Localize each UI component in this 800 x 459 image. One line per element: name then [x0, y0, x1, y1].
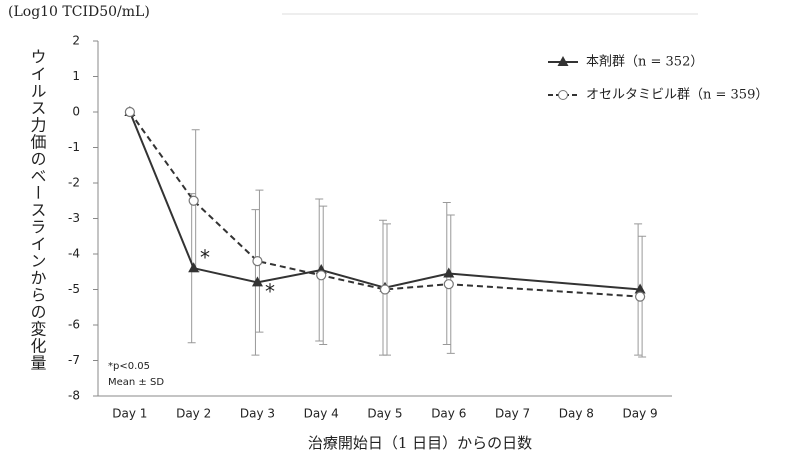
y-tick-label: 0: [72, 105, 80, 119]
x-tick-label: Day 5: [367, 407, 402, 421]
y-tick-label: -1: [68, 140, 80, 154]
marker: [188, 262, 200, 273]
x-tick-label: Day 8: [559, 407, 594, 421]
marker: [443, 279, 454, 290]
y-tick-label: -4: [68, 247, 80, 261]
y-axis-label: ウイルス力価のベースラインからの変化量: [28, 49, 47, 372]
marker: [316, 270, 327, 281]
x-tick-label: Day 3: [240, 407, 275, 421]
legend-label: オセルタミビル群（n = 359）: [586, 88, 768, 103]
y-tick-label: 2: [72, 34, 80, 48]
annotation: *: [200, 246, 210, 270]
x-tick-label: Day 6: [431, 407, 466, 421]
x-axis-label: 治療開始日（1 日目）からの日数: [308, 434, 532, 452]
y-tick-label: -8: [68, 389, 80, 403]
y-tick-label: -7: [68, 353, 80, 367]
annotation: Mean ± SD: [108, 377, 164, 388]
x-tick-label: Day 9: [623, 407, 658, 421]
y-tick-label: -6: [68, 318, 80, 332]
y-tick-label: -3: [68, 211, 80, 225]
marker: [443, 267, 455, 278]
annotation: *: [265, 280, 275, 304]
units-label: (Log10 TCID50/mL): [8, 4, 150, 20]
marker: [124, 106, 135, 118]
marker: [251, 276, 263, 287]
x-tick-label: Day 1: [112, 407, 147, 421]
x-tick-label: Day 4: [304, 407, 339, 421]
y-tick-label: 1: [72, 69, 80, 83]
y-tick-label: -5: [68, 282, 80, 296]
legend-marker: [558, 90, 568, 100]
marker: [188, 195, 199, 206]
legend-label: 本剤群（n = 352）: [586, 54, 703, 70]
marker: [379, 284, 391, 295]
annotation: *p<0.05: [108, 361, 150, 372]
x-tick-label: Day 2: [176, 407, 211, 421]
legend-marker: [557, 56, 569, 66]
x-tick-label: Day 7: [495, 407, 530, 421]
marker: [634, 283, 646, 294]
marker: [635, 291, 646, 302]
y-tick-label: -2: [68, 176, 80, 190]
marker: [252, 256, 263, 267]
